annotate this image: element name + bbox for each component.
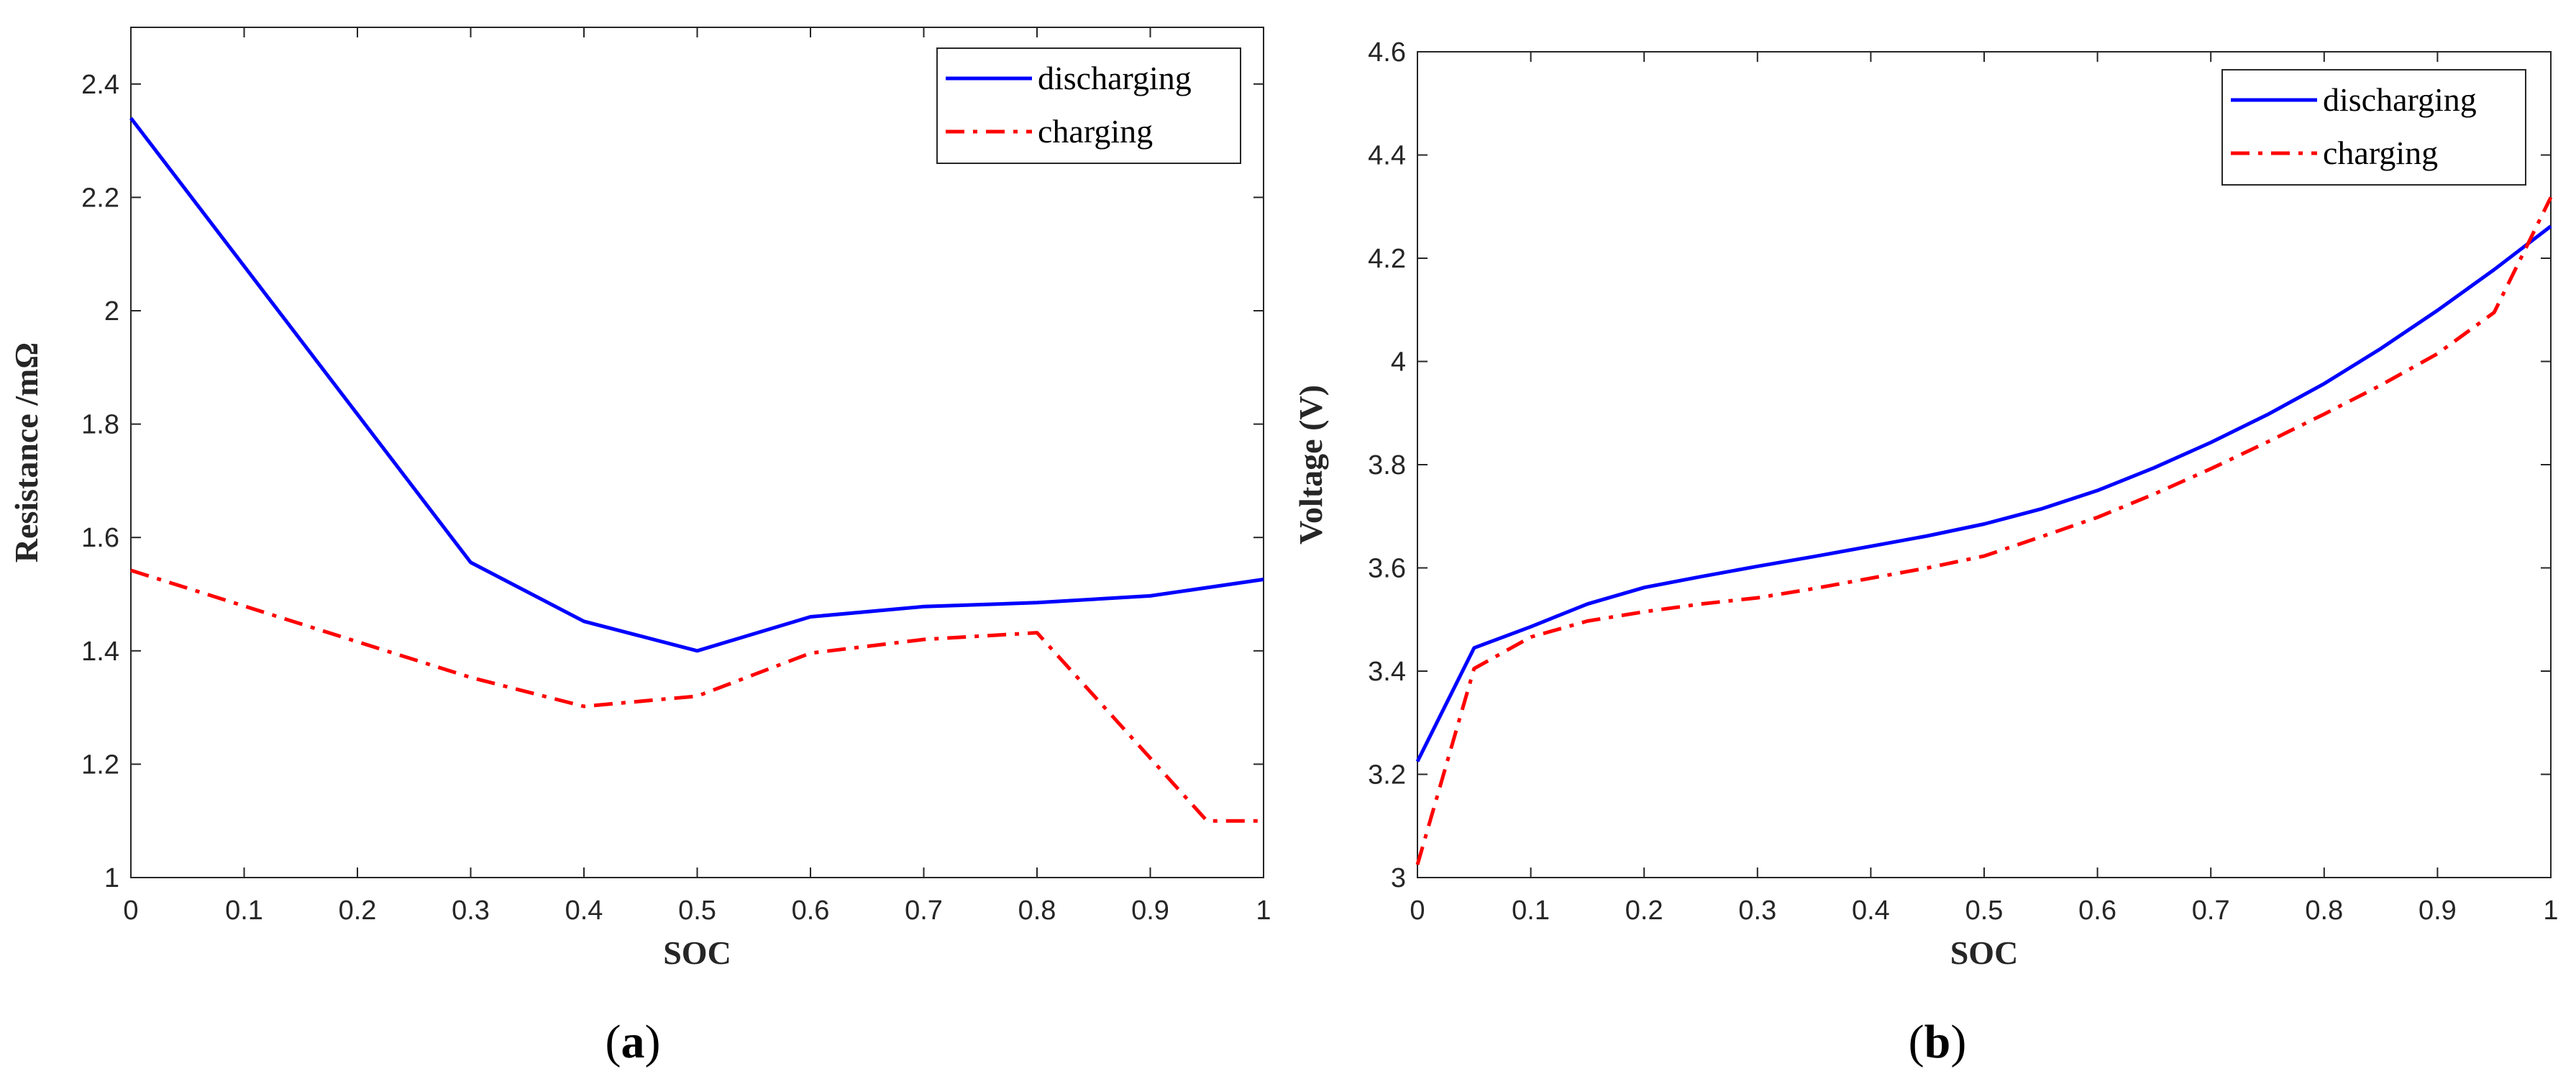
panel-b-xtick-label: 0.5 (1965, 896, 2004, 926)
panel-a-xtick-label: 0.1 (225, 896, 263, 926)
panel-a-xtick-label: 0.4 (565, 896, 603, 926)
panel-a-ytick-label: 2.2 (81, 183, 119, 213)
panel-a-legend-box (936, 47, 1241, 164)
panel-a-ytick-label: 1 (104, 863, 119, 893)
panel-b-legend-label-discharging: discharging (2323, 81, 2477, 118)
panel-b-xtick-label: 0.2 (1625, 896, 1663, 926)
panel-a-caption: (a) (606, 1016, 661, 1068)
panel-a-ytick-label: 1.6 (81, 523, 119, 553)
panel-b-legend-box (2221, 69, 2526, 186)
panel-b-xtick-label: 0.7 (2192, 896, 2230, 926)
panel-a-series-charging (130, 568, 1264, 823)
panel-a-ytick-label: 2 (104, 296, 119, 327)
panel-a-series-discharging (129, 117, 1264, 653)
panel-a-xtick-label: 0.2 (339, 896, 377, 926)
panel-a-xtick-label: 1 (1256, 896, 1271, 926)
panel-b-ylabel: Voltage (V) (1292, 385, 1329, 545)
panel-b-plot-frame (1417, 51, 2552, 878)
panel-b-xtick-label: 0 (1410, 896, 1425, 926)
panel-b-chart: 0 0.1 0.2 0.3 0.4 0.5 0.6 0.7 0.8 0.9 1 3 3.2 3.4 3.6 3… (1292, 37, 2559, 1068)
panel-a-ytick-label: 1.2 (81, 750, 119, 780)
panel-a-xtick-label: 0.9 (1131, 896, 1169, 926)
panel-b-xtick-label: 0.9 (2419, 896, 2457, 926)
panel-b-xtick-label: 0.3 (1738, 896, 1776, 926)
panel-a-xtick-label: 0 (123, 896, 138, 926)
panel-b-xtick-label: 0.8 (2305, 896, 2343, 926)
panel-a-xlabel: SOC (663, 934, 731, 971)
panel-a-plot-frame (130, 27, 1264, 878)
panel-a-xtick-label: 0.3 (452, 896, 490, 926)
panel-b-ytick-label: 4.4 (1368, 141, 1406, 171)
panel-a-ytick-label: 1.4 (81, 637, 119, 667)
panel-b-ytick-label: 4.6 (1368, 37, 1406, 68)
panel-a-xtick-label: 0.8 (1018, 896, 1056, 926)
panel-b-xtick-label: 0.1 (1512, 896, 1550, 926)
panel-b-legend-label-charging: charging (2323, 135, 2438, 171)
panel-a-legend-label-discharging: discharging (1038, 60, 1192, 96)
panel-b-xtick-label: 0.4 (1852, 896, 1890, 926)
panel-b-caption: (b) (1909, 1016, 1967, 1068)
panel-b-ytick-label: 3.6 (1368, 554, 1406, 584)
panel-a-ytick-label: 2.4 (81, 70, 119, 100)
panel-a-xtick-label: 0.5 (678, 896, 716, 926)
panel-a-chart: 0 0.1 0.2 0.3 0.4 0.5 0.6 0.7 0.8 0.9 1 1 1.2 1.4 1.6 1… (8, 27, 1271, 1068)
panel-b-series-charging (1415, 196, 2553, 865)
panel-b-ytick-label: 3.4 (1368, 657, 1406, 687)
panel-a-xtick-label: 0.6 (792, 896, 830, 926)
panel-a-ytick-label: 1.8 (81, 410, 119, 440)
panel-b-xtick-label: 0.6 (2078, 896, 2116, 926)
panel-a-legend-label-charging: charging (1038, 113, 1153, 150)
panel-b-ytick-label: 3.2 (1368, 760, 1406, 791)
panel-a-ylabel: Resistance /mΩ (8, 342, 45, 563)
panel-b-ytick-label: 3 (1391, 863, 1406, 893)
panel-a-xtick-label: 0.7 (905, 896, 943, 926)
panel-b-ytick-label: 4.2 (1368, 244, 1406, 274)
panel-b-ytick-label: 4 (1391, 347, 1406, 378)
panel-b-ytick-label: 3.8 (1368, 450, 1406, 480)
panel-b-xtick-label: 1 (2543, 896, 2558, 926)
panel-b-xlabel: SOC (1950, 934, 2019, 971)
panel-b-series-discharging (1415, 224, 2552, 762)
